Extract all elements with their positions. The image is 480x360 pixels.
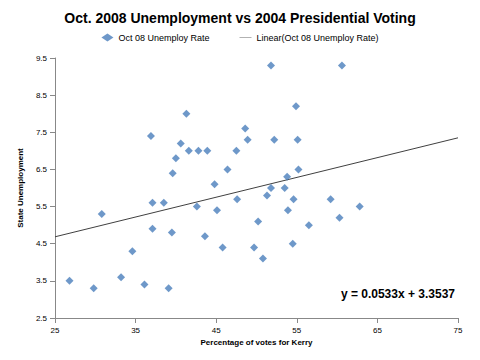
svg-text:8.5: 8.5	[36, 91, 48, 100]
svg-text:2.5: 2.5	[36, 314, 48, 323]
svg-text:4.5: 4.5	[36, 239, 48, 248]
svg-text:Oct. 2008 Unemployment vs 2004: Oct. 2008 Unemployment vs 2004 President…	[64, 10, 415, 26]
svg-text:Oct 08 Unemploy Rate: Oct 08 Unemploy Rate	[118, 33, 209, 43]
svg-text:9.5: 9.5	[36, 54, 48, 63]
svg-text:State Unemployment: State Unemployment	[16, 148, 25, 228]
svg-text:7.5: 7.5	[36, 128, 48, 137]
svg-text:Percentage of votes for Kerry: Percentage of votes for Kerry	[200, 338, 313, 347]
svg-text:75: 75	[454, 326, 463, 335]
svg-text:y = 0.0533x + 3.3537: y = 0.0533x + 3.3537	[341, 287, 455, 301]
svg-text:5.5: 5.5	[36, 202, 48, 211]
svg-text:25: 25	[51, 326, 60, 335]
svg-text:45: 45	[212, 326, 221, 335]
svg-text:Linear(Oct 08 Unemploy Rate): Linear(Oct 08 Unemploy Rate)	[256, 33, 378, 43]
svg-text:55: 55	[292, 326, 301, 335]
svg-text:3.5: 3.5	[36, 276, 48, 285]
svg-text:35: 35	[131, 326, 140, 335]
svg-text:6.5: 6.5	[36, 165, 48, 174]
svg-text:65: 65	[373, 326, 382, 335]
